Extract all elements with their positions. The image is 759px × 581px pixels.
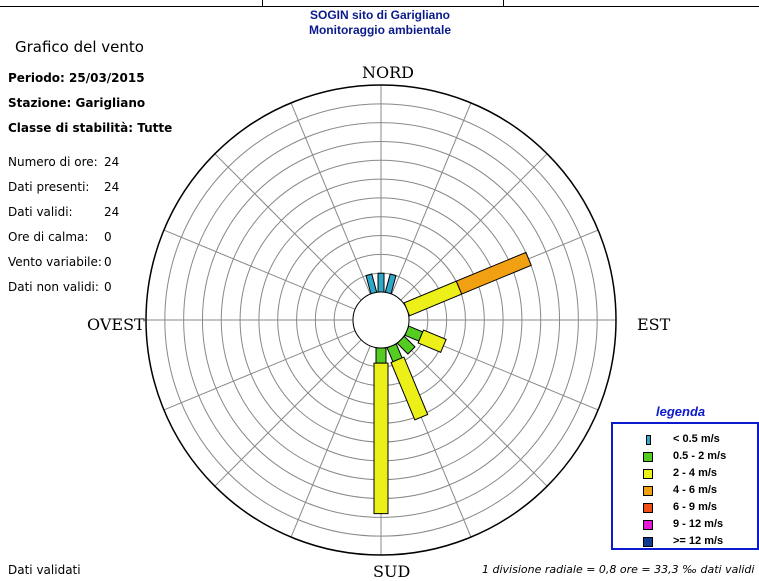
stat-value: 24 [104,155,120,169]
stat-value: 0 [104,280,112,294]
stat-value: 0 [104,255,112,269]
radial-gridline [400,339,548,487]
radial-gridline [400,153,548,301]
stat-label: Dati validi: [8,205,73,219]
top-tick [503,0,504,6]
wind-bar-segment [384,273,397,295]
legend-label: 2 - 4 m/s [673,467,718,479]
radial-gridline [290,345,371,538]
radial-gridline [214,153,362,301]
wind-bar-segment [417,329,447,353]
wind-bar-segment [455,251,532,295]
radial-gridline [214,339,362,487]
stat-label: Dati non validi: [8,280,99,294]
stat-label: Numero di ore: [8,155,98,169]
direction-west-label: OVEST [87,315,145,334]
stat-label: Ore di calma: [8,230,89,244]
wind-bar-segment [375,347,387,364]
wind-bar-segment [396,335,416,355]
legend-label: 4 - 6 m/s [673,484,718,496]
stazione-label: Stazione: Garigliano [8,96,146,110]
classe-label: Classe di stabilità: Tutte [8,121,173,135]
stat-label: Dati presenti: [8,180,90,194]
legend-label: < 0.5 m/s [673,433,720,445]
legend-label: 9 - 12 m/s [673,518,724,530]
panel-title: Grafico del vento [15,38,144,56]
legend-swatch [646,435,651,445]
wind-bar-segment [373,362,389,515]
legend-swatch [643,537,653,547]
legend-swatch [643,469,653,479]
legend-label: >= 12 m/s [673,535,724,547]
wind-bar-segment [390,356,429,421]
radial-gridline [290,102,371,295]
radial-gridline [163,330,356,411]
radial-gridline [163,229,356,310]
top-border-line [0,6,759,7]
legend-swatch [643,452,653,462]
stat-label: Vento variabile: [8,255,102,269]
chart-title: SOGIN sito di Garigliano [309,8,450,22]
wind-bar-segment [403,280,463,317]
chart-subtitle: Monitoraggio ambientale [308,23,451,37]
legend: < 0.5 m/s 0.5 - 2 m/s 2 - 4 m/s 4 - 6 m/s 6 … [611,422,759,550]
top-tick [262,0,263,6]
wind-bar-segment [377,272,385,293]
wind-bar-segment [365,273,378,295]
stat-value: 24 [104,180,120,194]
radial-gridline [391,102,472,295]
stat-value: 0 [104,230,112,244]
radial-scale-note: 1 divisione radiale = 0,8 ore = 33,3 ‰ d… [482,563,755,576]
direction-north-label: NORD [362,63,414,82]
legend-label: 6 - 9 m/s [673,501,718,513]
legend-swatch [643,486,653,496]
stat-value: 24 [104,205,120,219]
ring-gridline [145,84,617,556]
ring-gridline [183,122,579,518]
direction-east-label: EST [637,315,671,334]
legend-swatch [643,503,653,513]
ring-gridline [164,103,598,537]
legend-swatch [643,520,653,530]
legend-label: 0.5 - 2 m/s [673,450,727,462]
legend-title: legenda [656,404,706,419]
validated-note: Dati validati [8,563,81,577]
periodo-label: Periodo: 25/03/2015 [8,71,145,85]
direction-south-label: SUD [373,562,411,581]
